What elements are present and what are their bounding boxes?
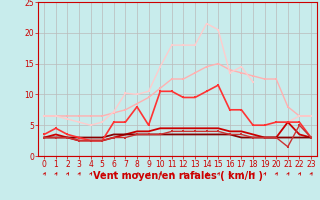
X-axis label: Vent moyen/en rafales ( km/h ): Vent moyen/en rafales ( km/h ) (92, 171, 263, 181)
